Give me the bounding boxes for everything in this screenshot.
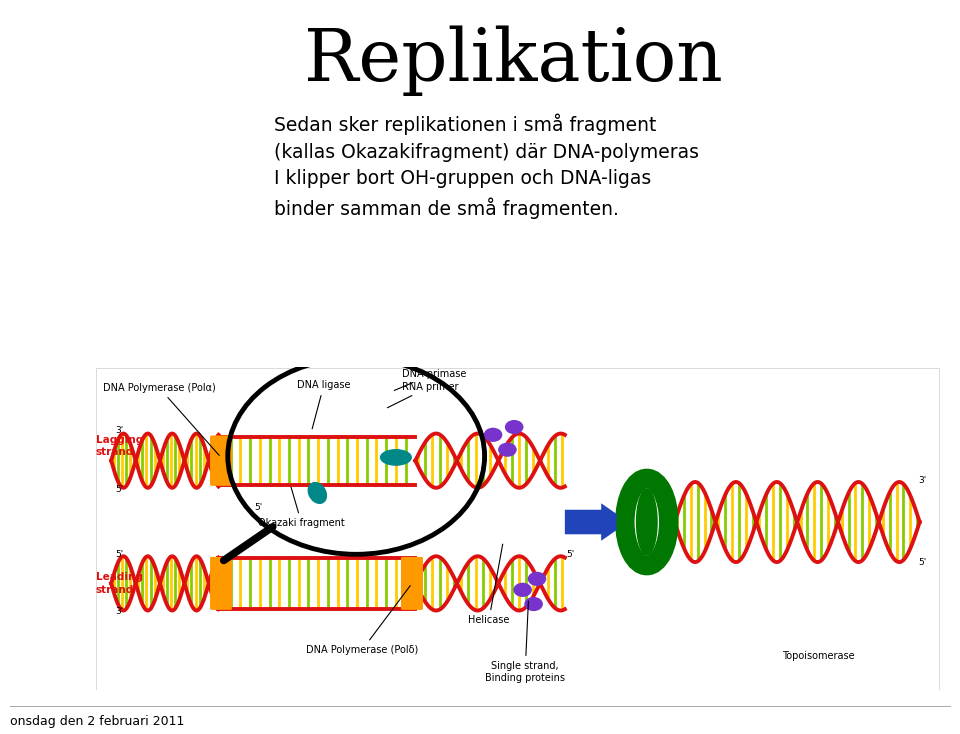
Ellipse shape (380, 449, 412, 466)
Text: DNA Polymerase (Polδ): DNA Polymerase (Polδ) (306, 586, 419, 655)
Circle shape (528, 572, 546, 586)
Text: DNA Polymerase (Polα): DNA Polymerase (Polα) (103, 382, 219, 455)
Ellipse shape (636, 488, 658, 556)
Text: Sedan sker replikationen i små fragment
(kallas Okazakifragment) där DNA-polymer: Sedan sker replikationen i små fragment … (274, 114, 699, 219)
Circle shape (498, 443, 516, 457)
FancyBboxPatch shape (401, 557, 423, 610)
Text: 3': 3' (918, 476, 926, 484)
Text: Topoisomerase: Topoisomerase (782, 651, 854, 661)
Text: 5': 5' (115, 485, 124, 494)
Text: 3': 3' (115, 607, 124, 616)
Text: 3': 3' (115, 426, 124, 435)
Text: Okazaki fragment: Okazaki fragment (258, 487, 345, 528)
Text: Leading
strand: Leading strand (96, 573, 143, 595)
Circle shape (524, 597, 543, 611)
Text: Lagging
strand: Lagging strand (96, 435, 143, 457)
Text: 5': 5' (918, 558, 926, 567)
Text: 5': 5' (115, 550, 124, 559)
Text: RNA primer: RNA primer (388, 382, 458, 408)
Text: 5': 5' (566, 550, 575, 559)
Text: DNA ligase: DNA ligase (297, 380, 350, 429)
Text: 5': 5' (254, 504, 262, 512)
FancyBboxPatch shape (210, 435, 232, 486)
Circle shape (505, 420, 523, 435)
Text: Helicase: Helicase (468, 544, 510, 625)
Text: Single strand,
Binding proteins: Single strand, Binding proteins (485, 601, 565, 683)
Text: Replikation: Replikation (304, 26, 723, 96)
FancyBboxPatch shape (210, 557, 232, 610)
Text: onsdag den 2 februari 2011: onsdag den 2 februari 2011 (10, 715, 184, 728)
Circle shape (514, 583, 532, 597)
Ellipse shape (307, 482, 327, 504)
Text: DNA primase: DNA primase (395, 368, 467, 390)
FancyArrow shape (564, 504, 628, 541)
Circle shape (484, 428, 502, 442)
